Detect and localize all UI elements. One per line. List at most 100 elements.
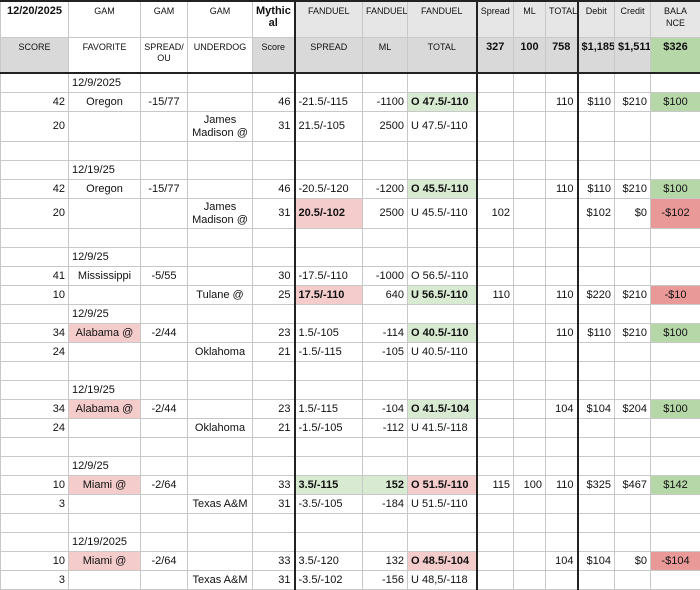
cell: 31 [252,111,295,142]
cell [68,494,141,514]
header-row: SCORE FAVORITE SPREAD/ OU UNDERDOG Score SPRE… [0,37,700,74]
cell [513,342,546,362]
cell [576,72,615,93]
cell: 104 [545,399,578,419]
cell [576,160,615,180]
cell: $110 [576,92,615,112]
cell [252,513,295,533]
cell: $467 [614,475,651,495]
cell [576,141,615,161]
data-row: 41 Mississippi -5/55 30 -17.5/-110 -1000 O 56.… [0,266,700,286]
cell [252,304,295,324]
cell [187,72,253,93]
cell [545,380,578,400]
cell [513,72,546,93]
cell [545,361,578,381]
cell [475,418,514,438]
cell [576,418,615,438]
cell [650,494,700,514]
cell: $100 [650,399,700,419]
cell [475,494,514,514]
cell [362,361,408,381]
cell [650,228,700,248]
cell: O 48.5/-104 [407,551,477,571]
cell: 327 [475,37,514,74]
cell [252,160,295,180]
cell [187,141,253,161]
cell: FANDUEL [362,0,408,38]
cell: 1.5/-105 [293,323,363,343]
cell [293,456,363,476]
cell: BALA NCE [650,0,700,38]
cell [293,361,363,381]
cell: 102 [475,198,514,229]
cell [0,141,69,161]
cell [0,456,69,476]
cell: FAVORITE [68,37,141,74]
cell: $102 [576,198,615,229]
cell: 110 [545,323,578,343]
cell [187,160,253,180]
cell [513,570,546,590]
cell: 21.5/-105 [293,111,363,142]
cell [650,380,700,400]
cell: O 45.5/-110 [407,179,477,199]
data-row [0,361,700,381]
cell: -3.5/-102 [293,570,363,590]
cell [545,111,578,142]
cell: GAM [140,0,188,38]
cell: U 45.5/-110 [407,198,477,229]
cell: 10 [0,551,69,571]
cell: 33 [252,475,295,495]
cell [475,551,514,571]
cell: -104 [362,399,408,419]
cell [513,532,546,552]
cell [293,437,363,457]
cell [475,361,514,381]
cell [187,513,253,533]
cell [140,247,188,267]
cell [0,513,69,533]
cell: Mythic al [252,0,295,38]
cell: $326 [650,37,700,74]
cell [513,111,546,142]
cell: O 56.5/-110 [407,266,477,286]
cell: -$104 [650,551,700,571]
cell: $210 [614,179,651,199]
cell [650,418,700,438]
cell: Spread [475,0,514,38]
cell [650,342,700,362]
data-row: 20 James Madison @31 20.5/-102 2500 U 45.5/-… [0,198,700,229]
cell [513,418,546,438]
cell: 100 [513,475,546,495]
cell [293,247,363,267]
cell [614,111,651,142]
data-row: 34 Alabama @ -2/44 23 1.5/-105 -114 O 40.5/-11… [0,323,700,343]
cell [614,160,651,180]
cell [545,570,578,590]
cell [140,228,188,248]
cell [576,247,615,267]
cell [252,141,295,161]
cell [576,437,615,457]
data-row: 42 Oregon -15/77 46 -20.5/-120 -1200 O 45.5/-1… [0,179,700,199]
cell [650,456,700,476]
cell [475,92,514,112]
cell [362,513,408,533]
cell [140,494,188,514]
cell: O 47.5/-110 [407,92,477,112]
cell: 20 [0,198,69,229]
cell [650,570,700,590]
cell [650,160,700,180]
data-row: 12/9/25 [0,304,700,324]
cell [293,304,363,324]
cell: 30 [252,266,295,286]
cell [362,160,408,180]
cell [545,532,578,552]
cell [614,72,651,93]
cell: Texas A&M [187,570,253,590]
cell [407,247,477,267]
cell [407,361,477,381]
cell: 1.5/-115 [293,399,363,419]
cell: 46 [252,179,295,199]
